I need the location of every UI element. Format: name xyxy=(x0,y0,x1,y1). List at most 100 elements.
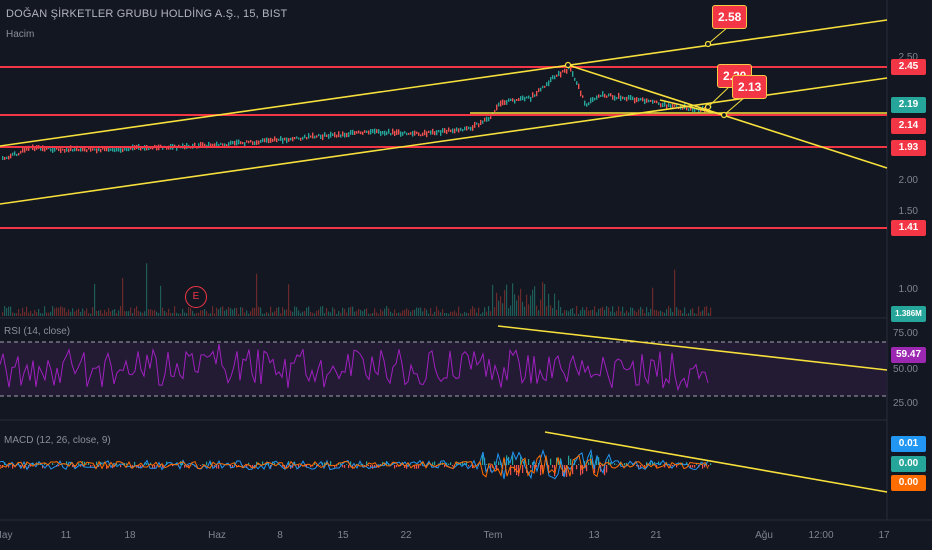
volume-bar xyxy=(128,311,130,316)
rsi-band xyxy=(0,342,887,396)
price-candle xyxy=(576,81,578,85)
macd-histogram-bar xyxy=(102,464,104,465)
volume-bar xyxy=(382,311,384,316)
price-candle xyxy=(614,95,616,101)
price-candle xyxy=(258,140,260,145)
volume-bar xyxy=(582,307,584,316)
macd-histogram-bar xyxy=(184,465,186,468)
price-candle xyxy=(314,135,316,139)
volume-bar xyxy=(138,311,140,316)
volume-bar xyxy=(400,312,402,316)
price-candle xyxy=(112,147,114,152)
price-candle xyxy=(396,129,398,136)
price-candle xyxy=(686,106,688,111)
macd-histogram-bar xyxy=(584,460,586,465)
callout-connector xyxy=(707,85,731,108)
price-candle xyxy=(294,136,296,140)
price-candle xyxy=(558,70,560,77)
price-candle xyxy=(638,98,640,102)
macd-histogram-bar xyxy=(552,465,554,468)
price-candle xyxy=(80,146,82,152)
volume-bar xyxy=(418,307,420,316)
macd-histogram-bar xyxy=(166,461,168,465)
price-candle xyxy=(554,75,556,80)
price-candle xyxy=(104,148,106,152)
volume-bar xyxy=(296,307,298,316)
volume-bar xyxy=(300,313,302,316)
price-candle xyxy=(282,137,284,144)
price-candle xyxy=(74,146,76,152)
macd-histogram-bar xyxy=(694,465,696,468)
macd-histogram-bar xyxy=(352,465,354,469)
volume-bar xyxy=(372,312,374,316)
volume-bar xyxy=(436,306,438,316)
volume-bar xyxy=(276,307,278,316)
price-candle xyxy=(526,96,528,99)
macd-histogram-bar xyxy=(362,463,364,465)
price-candle xyxy=(130,147,132,150)
callout-target-low[interactable]: 2.13 xyxy=(732,75,768,99)
price-candle xyxy=(162,147,164,150)
macd-histogram-bar xyxy=(254,465,256,469)
rsi-value-tag: 59.47 xyxy=(891,347,926,363)
volume-bar xyxy=(708,312,710,316)
callout-target-high[interactable]: 2.58 xyxy=(712,5,748,29)
volume-bar xyxy=(52,306,54,316)
price-candle xyxy=(82,147,84,152)
volume-bar xyxy=(642,309,644,316)
price-candle xyxy=(410,132,412,135)
price-candle xyxy=(538,88,540,93)
anchor-point xyxy=(564,61,572,69)
volume-bar xyxy=(232,309,234,316)
price-candle xyxy=(106,147,108,152)
volume-bar xyxy=(86,308,88,316)
volume-bar xyxy=(32,313,34,316)
volume-bar xyxy=(22,307,24,316)
macd-histogram-bar xyxy=(182,461,184,465)
volume-bar xyxy=(326,307,328,316)
price-candle xyxy=(302,136,304,140)
volume-bar xyxy=(440,312,442,316)
macd-histogram-bar xyxy=(586,465,588,472)
price-candle xyxy=(434,131,436,136)
volume-bar xyxy=(586,306,588,316)
volume-bar xyxy=(380,309,382,316)
price-candle xyxy=(218,143,220,146)
volume-bar xyxy=(404,310,406,316)
price-candle xyxy=(560,71,562,78)
price-candle xyxy=(370,129,372,135)
time-axis-label: May xyxy=(0,530,13,541)
macd-histogram-bar xyxy=(494,461,496,465)
volume-bar xyxy=(332,307,334,316)
volume-bar xyxy=(236,307,238,316)
price-candle xyxy=(378,129,380,134)
price-candle xyxy=(496,104,498,111)
macd-histogram-bar xyxy=(658,461,660,465)
macd-histogram-bar xyxy=(624,463,626,465)
rsi-axis-tick: 50.00 xyxy=(892,364,918,375)
price-candle xyxy=(578,83,580,90)
macd-histogram-bar xyxy=(568,455,570,465)
price-candle xyxy=(444,128,446,134)
callout-connector xyxy=(707,26,729,45)
volume-bar xyxy=(394,309,396,316)
trendline xyxy=(544,431,888,493)
macd-histogram-bar xyxy=(214,465,216,467)
price-candle xyxy=(296,136,298,139)
macd-histogram-bar xyxy=(474,465,476,466)
price-candle xyxy=(224,143,226,149)
volume-bar xyxy=(624,312,626,316)
earnings-marker[interactable]: E xyxy=(185,286,207,308)
time-axis-label: Haz xyxy=(208,530,226,541)
macd-histogram-bar xyxy=(676,465,678,468)
price-candle xyxy=(16,153,18,157)
volume-bar xyxy=(378,313,380,316)
price-tag-resistance: 2.45 xyxy=(891,59,926,75)
time-axis-label: Ağu xyxy=(755,530,773,541)
volume-bar xyxy=(14,313,16,316)
volume-bar xyxy=(520,288,522,316)
volume-bar xyxy=(516,300,518,316)
macd-tag-signal: 0.00 xyxy=(891,475,926,491)
